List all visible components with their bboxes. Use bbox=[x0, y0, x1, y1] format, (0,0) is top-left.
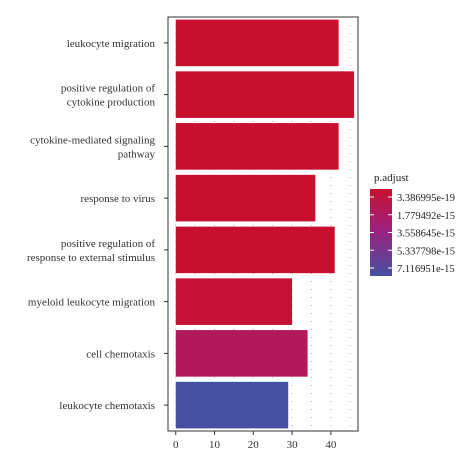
category-label: leukocyte chemotaxis bbox=[59, 400, 155, 412]
legend-colorbar bbox=[370, 189, 392, 276]
bar bbox=[175, 330, 308, 377]
x-tick-label: 40 bbox=[325, 439, 337, 451]
category-label: cell chemotaxis bbox=[86, 348, 155, 360]
bar bbox=[175, 381, 289, 429]
category-label: positive regulation of cytokine productio… bbox=[61, 83, 156, 109]
bar bbox=[175, 19, 339, 67]
category-label: cytokine-mediated signaling pathway bbox=[30, 134, 155, 160]
legend-label: 1.779492e-15 bbox=[397, 211, 455, 222]
category-label: myeloid leukocyte migration bbox=[28, 297, 156, 309]
legend-label: 7.116951e-15 bbox=[397, 264, 455, 275]
legend-ticks: 3.386995e-19 1.779492e-15 3.558645e-15 5.33… bbox=[370, 193, 455, 275]
legend-label: 3.558645e-15 bbox=[397, 229, 455, 240]
bar bbox=[175, 226, 335, 274]
bar bbox=[175, 123, 339, 170]
x-tick-label: 30 bbox=[287, 439, 299, 451]
x-tick-label: 10 bbox=[209, 439, 221, 451]
bar bbox=[175, 71, 355, 118]
x-tick-label: 20 bbox=[248, 439, 260, 451]
x-axis: 0 10 20 30 40 bbox=[173, 431, 337, 451]
bar bbox=[175, 278, 293, 325]
category-label: leukocyte migration bbox=[67, 38, 156, 50]
legend: p.adjust 3.386995e-19 1.779492e-15 3.55864… bbox=[370, 172, 455, 276]
legend-label: 5.337798e-15 bbox=[397, 246, 455, 257]
x-tick-label: 0 bbox=[173, 439, 179, 451]
category-labels: leukocyte migration positive regulation o… bbox=[27, 38, 168, 412]
legend-label: 3.386995e-19 bbox=[397, 193, 455, 204]
bars bbox=[175, 19, 355, 429]
bar bbox=[175, 174, 316, 222]
category-label: positive regulation of response to extern… bbox=[27, 238, 155, 264]
legend-title: p.adjust bbox=[374, 172, 409, 184]
category-label: response to virus bbox=[80, 193, 155, 205]
